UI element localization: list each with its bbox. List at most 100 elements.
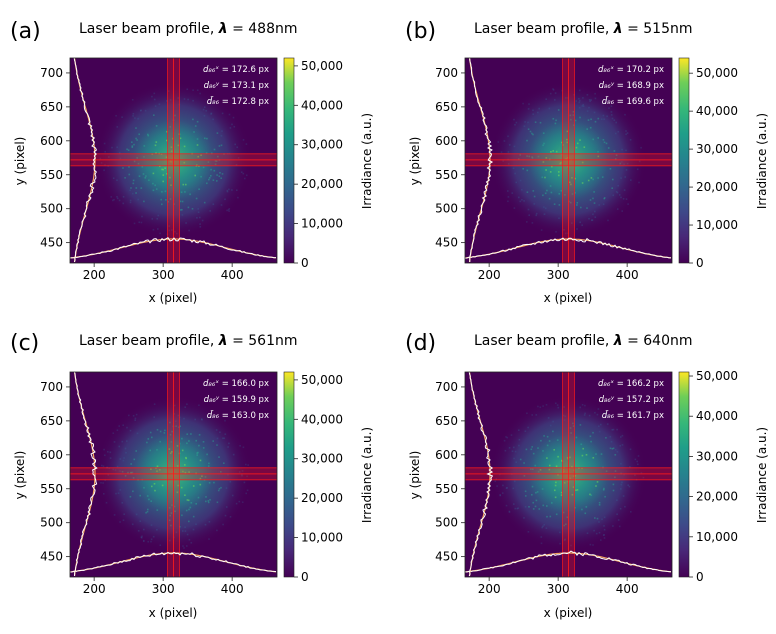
speckle [139, 520, 142, 522]
speckle [100, 482, 102, 484]
speckle [132, 192, 134, 195]
speckle [136, 139, 138, 141]
speckle [532, 501, 534, 504]
speckle [199, 92, 201, 95]
speckle [147, 508, 149, 511]
speckle [612, 194, 614, 197]
speckle [132, 113, 135, 115]
speckle [620, 177, 622, 179]
speckle [563, 524, 565, 527]
speckle [532, 468, 534, 470]
y-axis-label: y (pixel) [13, 451, 27, 500]
speckle [231, 123, 233, 126]
speckle [551, 502, 553, 504]
speckle [604, 495, 606, 498]
speckle [558, 193, 561, 195]
speckle [168, 225, 170, 227]
speckle [543, 213, 546, 215]
speckle [531, 494, 533, 496]
speckle [173, 413, 175, 415]
y-tick-label: 550 [40, 168, 63, 182]
speckle [558, 174, 560, 177]
speckle [221, 112, 224, 115]
speckle [528, 506, 530, 508]
speckle [168, 507, 171, 509]
speckle [637, 455, 640, 457]
speckle [216, 444, 218, 446]
speckle [513, 207, 516, 209]
speckle [150, 524, 153, 526]
speckle [207, 465, 210, 467]
speckle [625, 130, 627, 132]
speckle [617, 184, 619, 187]
speckle [212, 118, 214, 121]
x-tick-label: 200 [83, 268, 106, 282]
speckle [510, 434, 513, 436]
speckle [527, 121, 529, 124]
speckle [531, 485, 534, 488]
speckle [212, 179, 215, 181]
speckle [176, 445, 179, 447]
speckle [545, 527, 548, 529]
speckle [184, 406, 186, 408]
speckle [519, 154, 521, 156]
speckle [621, 148, 623, 151]
speckle [603, 487, 605, 490]
speckle [518, 429, 520, 431]
speckle [209, 499, 211, 501]
speckle [586, 128, 588, 130]
speckle [122, 196, 125, 198]
y-tick-label: 500 [40, 516, 63, 530]
speckle [625, 198, 628, 200]
speckle [597, 117, 600, 120]
speckle [531, 222, 534, 224]
speckle [555, 481, 557, 484]
panel-label: (c) [10, 331, 39, 356]
speckle [514, 124, 516, 126]
speckle [204, 137, 206, 140]
x-tick-label: 300 [152, 268, 175, 282]
speckle [580, 206, 582, 209]
speckle [592, 544, 594, 546]
speckle [155, 152, 157, 154]
speckle [626, 162, 629, 165]
plot-area: d₈₆ˣ = 166.0 px d₈₆ʸ = 159.9 px d̄₈₆ = 163… [40, 371, 278, 596]
speckle [554, 496, 557, 499]
speckle [182, 470, 184, 473]
speckle [219, 431, 221, 434]
speckle [564, 232, 567, 235]
speckle [523, 462, 525, 464]
speckle [506, 436, 508, 439]
speckle [525, 495, 527, 497]
speckle [181, 514, 183, 517]
horizontal-profile [464, 550, 672, 573]
speckle [534, 505, 537, 508]
colorbar-tick-label: 10,000 [301, 217, 343, 231]
speckle [580, 443, 583, 446]
plot-frame [464, 57, 673, 264]
speckle [199, 223, 201, 225]
speckle [166, 130, 168, 133]
plot-frame [69, 371, 278, 578]
speckle [540, 439, 542, 442]
y-tick-label: 500 [435, 516, 458, 530]
diameter-stat: d₈₆ˣ = 166.2 px [598, 379, 664, 389]
speckle [190, 433, 192, 435]
speckle [558, 217, 560, 220]
speckle [508, 144, 511, 146]
speckle [629, 448, 632, 451]
speckle [623, 163, 625, 165]
speckle [240, 171, 243, 173]
speckle [188, 229, 190, 232]
speckle [594, 411, 596, 414]
speckle [113, 198, 115, 201]
speckle [203, 106, 206, 108]
speckle [620, 436, 622, 438]
speckle [559, 531, 561, 534]
speckle [591, 219, 593, 221]
speckle [497, 141, 500, 143]
speckle [210, 113, 212, 115]
speckle [552, 430, 554, 433]
speckle [181, 208, 183, 211]
colorbar-gradient [678, 57, 690, 264]
